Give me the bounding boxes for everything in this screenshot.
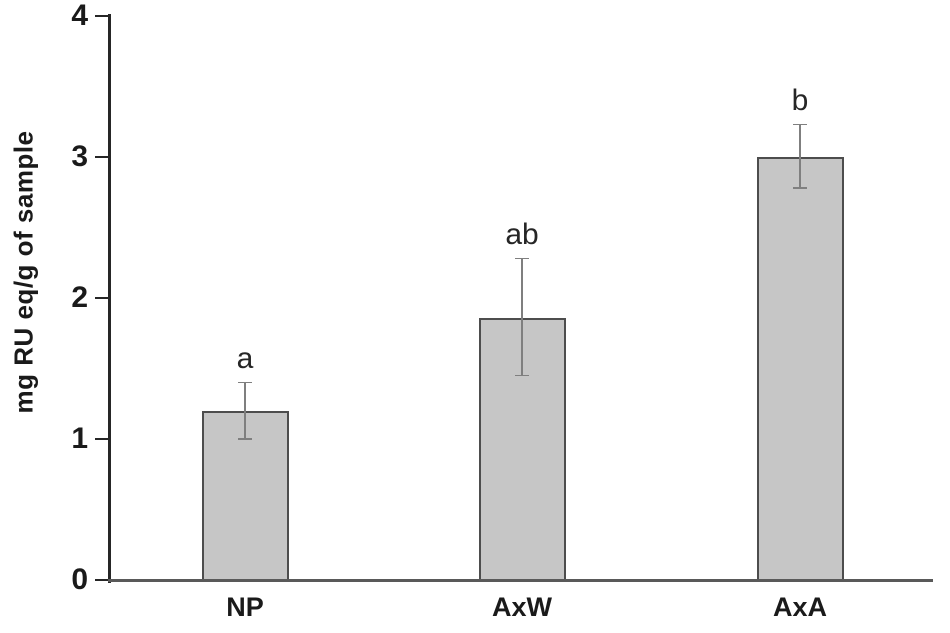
sig-letter: a [236, 341, 254, 375]
y-axis-line [108, 14, 111, 583]
error-bar-cap [238, 438, 252, 440]
y-tick-mark [95, 14, 108, 18]
x-category-label: AxA [772, 592, 828, 622]
error-bar-cap [515, 257, 529, 260]
sig-letter: ab [505, 217, 539, 251]
x-axis-line [108, 579, 933, 582]
error-bar-cap [793, 123, 807, 126]
y-tick-label: 3 [71, 140, 88, 173]
error-bar-line [799, 124, 801, 188]
y-tick-label: 1 [71, 422, 88, 455]
y-tick-mark [95, 296, 108, 300]
error-bar-cap [793, 187, 807, 189]
error-bar-line [521, 258, 523, 376]
sig-letter: b [791, 83, 809, 117]
y-axis-title: mg RU eq/g of sample [8, 130, 39, 414]
error-bar-cap [515, 374, 529, 377]
y-tick-label: 2 [71, 281, 88, 314]
x-category-label: NP [226, 592, 264, 622]
y-tick-mark [95, 578, 108, 582]
error-bar-cap [238, 381, 252, 384]
y-tick-label: 4 [71, 0, 88, 32]
x-category-label: AxW [492, 592, 552, 622]
y-tick-mark [95, 437, 108, 441]
y-tick-label: 0 [71, 563, 88, 596]
error-bar-line [244, 382, 246, 439]
bar [756, 157, 844, 582]
y-tick-mark [95, 155, 108, 159]
